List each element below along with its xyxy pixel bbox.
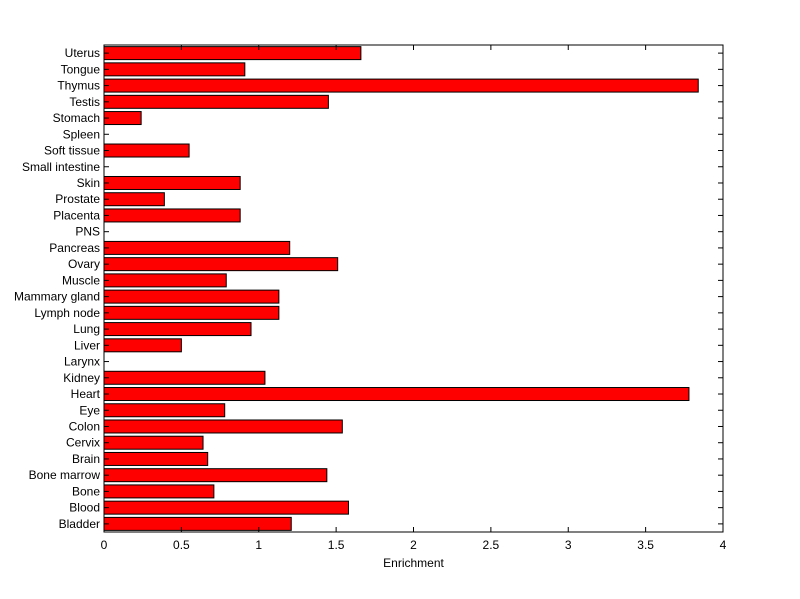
y-tick-label-stomach: Stomach [53,111,100,125]
bar-cervix [103,435,204,450]
y-tick-label-spleen: Spleen [63,127,100,141]
y-tick-label-cervix: Cervix [66,436,100,450]
bar-brain [103,451,209,466]
y-tick-label-pns: PNS [75,225,100,239]
y-tick-label-uterus: Uterus [65,46,100,60]
x-tick-label-7: 3.5 [637,538,654,552]
x-tick-label-0: 0 [101,538,108,552]
y-tick-label-bone: Bone [72,484,100,498]
bar-pancreas [103,240,291,255]
y-tick-label-mammary-gland: Mammary gland [14,290,100,304]
y-tick-label-ovary: Ovary [68,257,100,271]
y-tick-label-eye: Eye [79,403,100,417]
x-axis-title: Enrichment [383,556,444,570]
x-tick-label-4: 2 [410,538,417,552]
bar-ovary [103,257,339,272]
y-tick-label-testis: Testis [69,95,100,109]
y-tick-label-lymph-node: Lymph node [34,306,100,320]
labels-layer: Bladder Blood Bone Bone marrow Brain Cervix Co… [14,46,727,552]
bar-kidney [103,370,266,385]
bar-heart [103,387,690,402]
y-tick-label-tongue: Tongue [61,62,101,76]
bar-thymus [103,78,699,93]
x-tick-label-2: 1 [255,538,262,552]
y-tick-label-brain: Brain [72,452,100,466]
bar-testis [103,94,329,109]
bar-placenta [103,208,241,223]
bar-colon [103,419,343,434]
y-tick-label-prostate: Prostate [55,192,100,206]
bar-skin [103,175,241,190]
y-tick-label-small-intestine: Small intestine [22,160,100,174]
bar-prostate [103,192,165,207]
bar-lung [103,322,252,337]
y-tick-label-placenta: Placenta [53,208,100,222]
y-tick-label-thymus: Thymus [57,79,100,93]
y-tick-label-skin: Skin [77,176,100,190]
bar-eye [103,403,226,418]
y-tick-label-heart: Heart [71,387,101,401]
bar-mammary-gland [103,289,280,304]
x-tick-label-8: 4 [720,538,727,552]
bar-bladder [103,516,292,531]
bar-lymph-node [103,305,280,320]
x-tick-label-6: 3 [565,538,572,552]
y-tick-label-colon: Colon [69,419,100,433]
bar-bone [103,484,215,499]
x-tick-label-3: 1.5 [328,538,345,552]
bar-bone-marrow [103,468,328,483]
bar-liver [103,338,182,353]
x-tick-label-5: 2.5 [483,538,500,552]
bar-stomach [103,111,142,126]
bar-muscle [103,273,227,288]
bar-blood [103,500,350,515]
y-tick-label-pancreas: Pancreas [49,241,100,255]
plot-frame [103,44,724,533]
y-tick-label-lung: Lung [73,322,100,336]
y-tick-label-kidney: Kidney [63,371,100,385]
y-tick-label-muscle: Muscle [62,273,100,287]
y-tick-label-larynx: Larynx [64,355,100,369]
bars-layer [103,46,699,531]
bar-soft-tissue [103,143,190,158]
y-tick-label-soft-tissue: Soft tissue [44,144,100,158]
bar-tongue [103,62,246,77]
y-tick-label-bladder: Bladder [59,517,100,531]
y-tick-label-liver: Liver [74,338,100,352]
x-tick-label-1: 0.5 [173,538,190,552]
y-tick-label-blood: Blood [69,501,100,515]
bar-uterus [103,46,362,61]
y-tick-label-bone-marrow: Bone marrow [29,468,101,482]
